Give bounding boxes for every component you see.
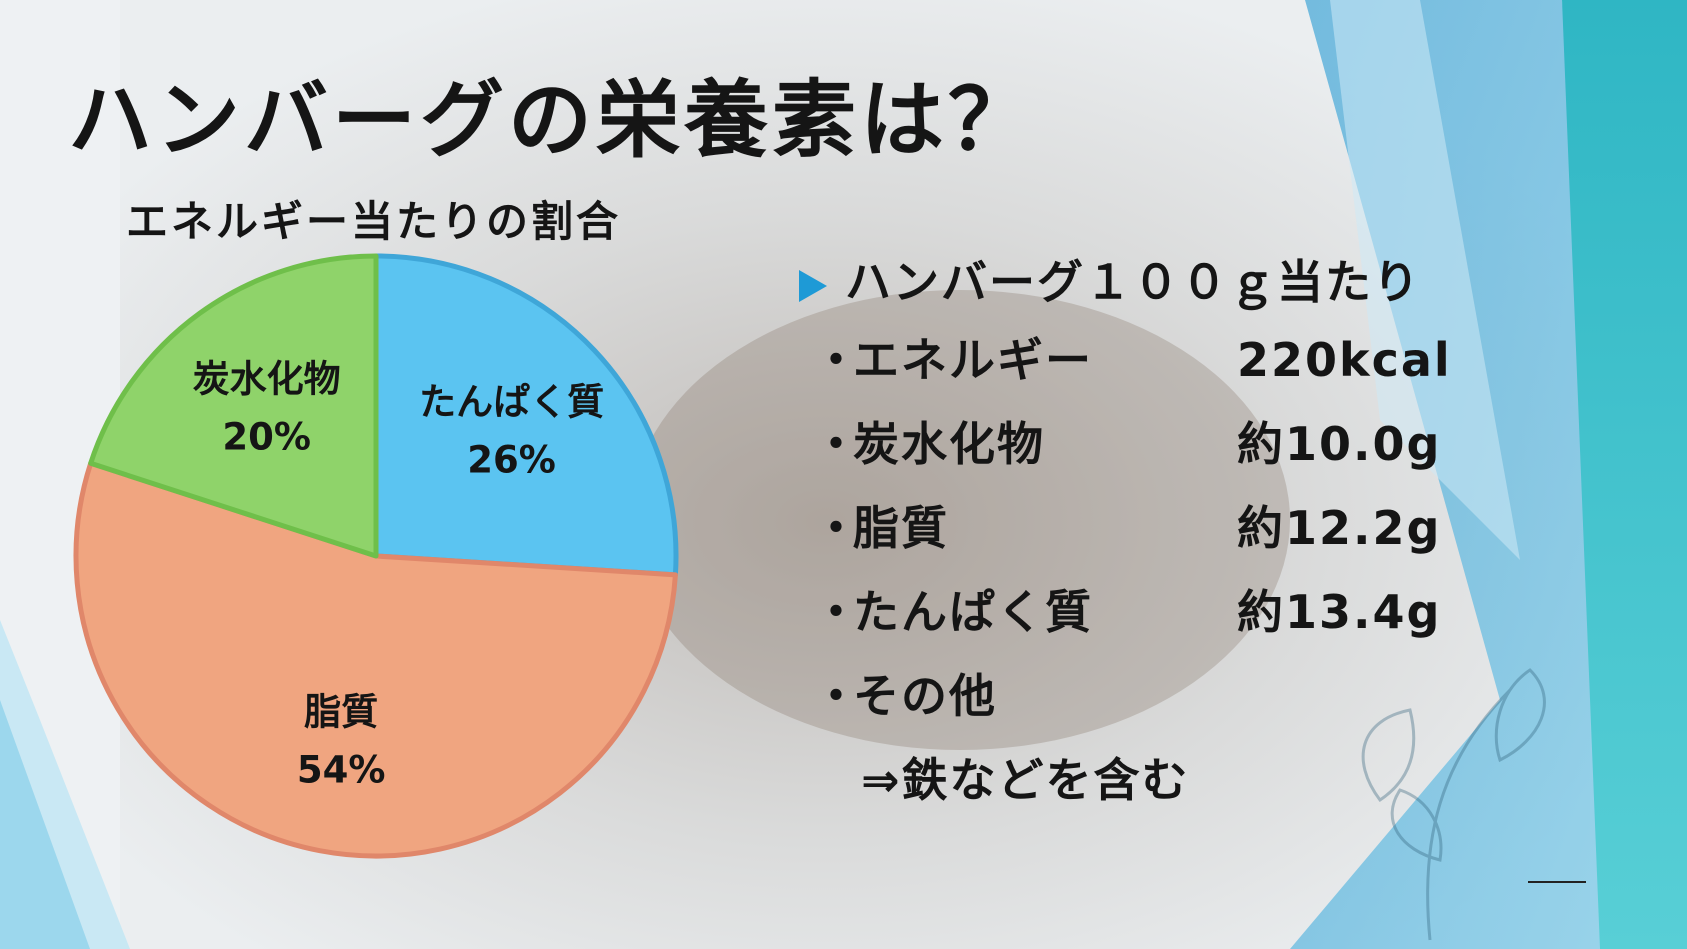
- info-row-label: その他: [853, 669, 997, 723]
- right-light-facet: [1330, 0, 1520, 560]
- info-row: ・エネルギー 220kcal: [805, 318, 1665, 402]
- pie-slice: [88, 253, 379, 559]
- pie-slice: [73, 460, 678, 859]
- info-rows: ・エネルギー 220kcal ・炭水化物 約10.0g ・脂質 約12.2g ・たんぱく質約…: [805, 318, 1665, 738]
- bullet-dot: ・: [813, 417, 861, 471]
- info-row: ・その他: [805, 654, 1665, 738]
- pie-slice: [373, 253, 679, 578]
- pie-slice-name: たんぱく質: [419, 381, 604, 424]
- pie-slice-percent: 26%: [467, 439, 556, 482]
- info-note: ⇒鉄などを含む: [861, 753, 1190, 807]
- footer-divider: [1528, 881, 1586, 883]
- hamburger-photo-shape: [630, 290, 1290, 750]
- info-row: ・炭水化物 約10.0g: [805, 402, 1665, 486]
- info-row-label: たんぱく質: [853, 585, 1093, 639]
- info-heading: ハンバーグ１００ｇ当たり: [799, 246, 1665, 318]
- pie-slice-name: 脂質: [304, 691, 378, 734]
- pie-slices: [73, 253, 679, 859]
- pie-slice-percent: 54%: [297, 749, 386, 792]
- info-row-value: 220kcal: [1237, 333, 1452, 387]
- bullet-dot: ・: [813, 333, 861, 387]
- nutrition-info: ハンバーグ１００ｇ当たり ・エネルギー 220kcal ・炭水化物 約10.0g ・脂質…: [799, 246, 1665, 822]
- bullet-dot: ・: [813, 501, 861, 555]
- triangle-arrow-icon: [799, 269, 827, 302]
- pie-slice-percent: 20%: [222, 416, 311, 459]
- bullet-dot: ・: [813, 669, 861, 723]
- info-row-value: 約12.2g: [1237, 501, 1442, 555]
- leaf-ornament: [1361, 668, 1546, 941]
- bottom-left-facet: [0, 700, 90, 949]
- info-row: ・たんぱく質 約13.4g: [805, 570, 1665, 654]
- info-row: ・脂質 約12.2g: [805, 486, 1665, 570]
- info-row-value: 約10.0g: [1237, 417, 1442, 471]
- chart-subtitle: エネルギー当たりの割合: [126, 197, 622, 246]
- info-row-label: 炭水化物: [853, 417, 1045, 471]
- info-row-label: 脂質: [853, 501, 949, 555]
- slide-title: ハンバーグの栄養素は？: [68, 71, 1037, 169]
- bullet-dot: ・: [813, 585, 861, 639]
- info-heading-text: ハンバーグ１００ｇ当たり: [845, 255, 1421, 309]
- pie-labels: たんぱく質 26% 脂質 54% 炭水化物 20%: [193, 358, 604, 792]
- info-row-label: エネルギー: [853, 333, 1093, 387]
- pie-slice-name: 炭水化物: [193, 358, 341, 401]
- info-row-value: 約13.4g: [1237, 585, 1442, 639]
- right-teal-band: [1562, 0, 1687, 949]
